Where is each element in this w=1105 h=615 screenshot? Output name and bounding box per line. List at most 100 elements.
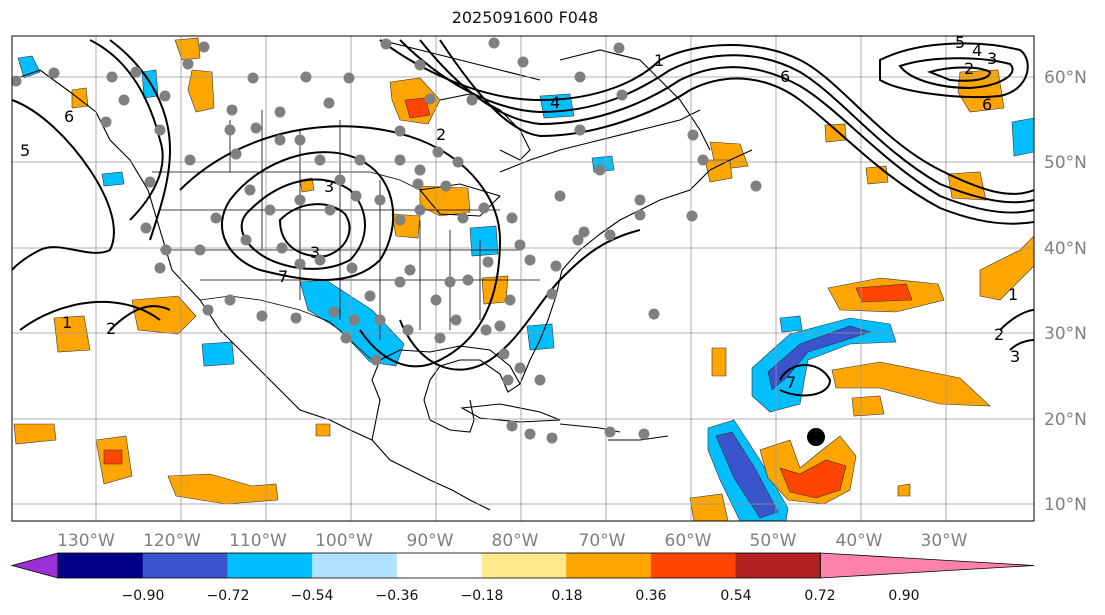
station-dot	[276, 242, 288, 254]
contour-label: 4	[972, 41, 982, 60]
station-dot	[294, 134, 306, 146]
colorbar-tick-label: −0.72	[207, 588, 250, 604]
station-dot	[634, 194, 646, 206]
station-dot	[144, 176, 156, 188]
station-dot	[244, 184, 256, 196]
station-dot	[394, 154, 406, 166]
lon-label: 40°W	[836, 531, 883, 551]
lon-label: 110°W	[229, 531, 287, 551]
station-dot	[328, 306, 340, 318]
lat-label: 30°N	[1044, 324, 1087, 344]
lat-label: 50°N	[1044, 153, 1087, 173]
colorbar-segment	[142, 553, 228, 578]
contour-labels: 5 4 3 2 6 1 2 3 4 5 6 7 1 2 3 1 2 6 7 3	[20, 33, 1020, 392]
colorbar-extend-min	[10, 552, 59, 579]
station-dot	[634, 209, 646, 221]
station-dot	[430, 294, 442, 306]
station-dot	[434, 332, 446, 344]
colorbar-tick-label: −0.36	[376, 588, 419, 604]
contour-label: 6	[64, 107, 74, 126]
station-dot	[247, 72, 259, 84]
lon-label: 130°W	[57, 531, 115, 551]
station-dot	[494, 320, 506, 332]
colorbar-segment	[566, 553, 652, 578]
station-dot	[457, 212, 469, 224]
station-dot	[444, 276, 456, 288]
colorbar-tick-label: −0.90	[122, 588, 165, 604]
station-dot	[514, 239, 526, 251]
station-dot	[130, 66, 142, 78]
station-dot	[324, 204, 336, 216]
station-dot	[506, 212, 518, 224]
station-dot	[550, 260, 562, 272]
station-dot	[202, 304, 214, 316]
contour-label: 2	[964, 59, 974, 78]
station-dot	[323, 97, 335, 109]
station-dot	[524, 254, 536, 266]
station-dot	[686, 210, 698, 222]
station-dot	[210, 212, 222, 224]
station-dot	[440, 180, 452, 192]
lat-label: 20°N	[1044, 410, 1087, 430]
station-dot	[334, 174, 346, 186]
station-dot	[350, 190, 362, 202]
colorbar-tick-label: 0.54	[720, 588, 751, 604]
contour-label: 3	[987, 49, 997, 68]
contours	[12, 39, 1034, 397]
station-dot	[364, 290, 376, 302]
station-dot	[240, 234, 252, 246]
station-dot	[224, 294, 236, 306]
station-dot	[404, 264, 416, 276]
station-dot	[274, 134, 286, 146]
station-dot	[574, 71, 586, 83]
station-dot	[687, 129, 699, 141]
colorbar-segment	[396, 553, 482, 578]
station-dot	[314, 154, 326, 166]
colorbar-segment	[481, 553, 567, 578]
station-dot	[412, 178, 424, 190]
station-dot	[432, 146, 444, 158]
station-dot	[106, 71, 118, 83]
station-dot	[480, 324, 492, 336]
station-dot	[504, 294, 516, 306]
station-dot	[198, 41, 210, 53]
station-dot	[264, 204, 276, 216]
station-dot	[394, 125, 406, 137]
station-dot	[230, 148, 242, 160]
station-dot	[424, 93, 436, 105]
contour-label: 1	[654, 51, 664, 70]
station-dot	[502, 374, 514, 386]
station-dot	[348, 314, 360, 326]
colorbar	[10, 552, 1035, 579]
station-dot	[616, 89, 628, 101]
contour-label: 5	[955, 33, 965, 52]
station-dot	[274, 106, 286, 118]
station-dot	[224, 124, 236, 136]
colorbar-tick-label: 0.72	[804, 588, 835, 604]
lon-label: 30°W	[921, 531, 968, 551]
station-dot	[394, 214, 406, 226]
contour-label: 5	[20, 141, 30, 160]
lon-label: 90°W	[407, 531, 454, 551]
station-dot	[572, 234, 584, 246]
station-dot	[554, 190, 566, 202]
colorbar-segment	[227, 553, 313, 578]
station-dot	[697, 154, 709, 166]
station-dot	[300, 71, 312, 83]
contour-label: 4	[550, 93, 560, 112]
station-dot	[488, 37, 500, 49]
colorbar-segment	[312, 553, 398, 578]
station-dot	[414, 164, 426, 176]
colorbar-tick-label: −0.54	[291, 588, 334, 604]
station-dot	[154, 124, 166, 136]
lat-axis: 60°N 50°N 40°N 30°N 20°N 10°N	[1044, 68, 1087, 515]
station-dot	[514, 362, 526, 374]
station-dot	[160, 244, 172, 256]
map-title: 2025091600 F048	[451, 8, 599, 27]
station-dot	[290, 312, 302, 324]
contour-label: 3	[324, 177, 334, 196]
station-dot	[374, 194, 386, 206]
station-dot	[12, 75, 22, 87]
station-dot	[462, 274, 474, 286]
contour-label: 1	[1008, 285, 1018, 304]
